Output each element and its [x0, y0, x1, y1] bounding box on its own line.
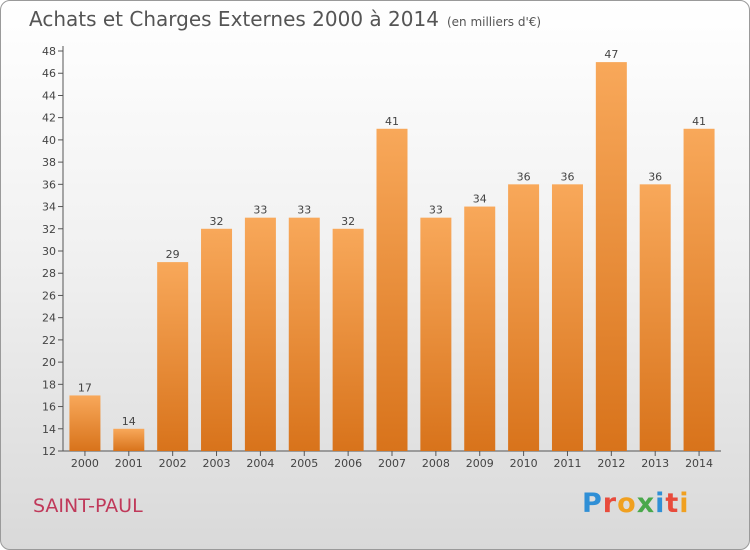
bar-value-label: 41: [385, 115, 399, 128]
bar-value-label: 29: [166, 248, 180, 261]
y-tick-label: 38: [42, 156, 56, 169]
y-tick-label: 22: [42, 334, 56, 347]
bar: [683, 128, 715, 451]
y-tick-label: 32: [42, 223, 56, 236]
bar-value-label: 36: [560, 170, 574, 183]
x-tick-label: 2014: [685, 457, 713, 470]
bar-value-label: 33: [297, 204, 311, 217]
bar-value-label: 36: [517, 170, 531, 183]
bar-value-label: 32: [341, 215, 355, 228]
bar: [201, 228, 233, 451]
bar: [157, 262, 189, 451]
location-label: SAINT-PAUL: [33, 495, 143, 517]
y-tick-label: 18: [42, 378, 56, 391]
y-tick-label: 42: [42, 112, 56, 125]
bar: [244, 217, 276, 451]
bars: [69, 62, 715, 452]
y-tick-label: 28: [42, 267, 56, 280]
chart-title: Achats et Charges Externes 2000 à 2014 (e…: [29, 7, 541, 31]
x-tick-label: 2006: [334, 457, 362, 470]
y-tick-label: 36: [42, 178, 56, 191]
y-tick-label: 24: [42, 312, 56, 325]
bar-value-label: 33: [429, 204, 443, 217]
bar-value-label: 36: [648, 170, 662, 183]
x-tick-label: 2011: [553, 457, 581, 470]
x-tick-label: 2004: [246, 457, 274, 470]
bar: [113, 428, 145, 451]
y-tick-label: 14: [42, 423, 56, 436]
x-tick-label: 2010: [510, 457, 538, 470]
x-tick-label: 2012: [597, 457, 625, 470]
bar-value-label: 34: [473, 193, 487, 206]
y-tick-label: 20: [42, 356, 56, 369]
bar-value-label: 47: [604, 48, 618, 61]
x-tick-label: 2007: [378, 457, 406, 470]
x-tick-label: 2005: [290, 457, 318, 470]
bar: [69, 395, 101, 451]
x-tick-label: 2000: [71, 457, 99, 470]
x-tick-label: 2013: [641, 457, 669, 470]
axes: 12 14 16 18 20 22 24 26 28 30 32 34 36 38 40 42 44 46 48 20…: [42, 45, 721, 470]
data-labels: 17 14 29 32 33 33 32 41 33 34 36 36 47 36 41: [78, 48, 706, 428]
chart-unit: (en milliers d'€): [446, 15, 542, 29]
bar: [595, 62, 627, 451]
x-tick-label: 2002: [159, 457, 187, 470]
bar-value-label: 14: [122, 415, 136, 428]
y-tick-label: 12: [42, 445, 56, 458]
y-tick-label: 40: [42, 134, 56, 147]
bar: [376, 128, 408, 451]
x-tick-label: 2001: [115, 457, 143, 470]
x-tick-label: 2003: [203, 457, 231, 470]
y-tick-label: 48: [42, 45, 56, 58]
bar-value-label: 41: [692, 115, 706, 128]
bar: [464, 206, 496, 451]
chart-title-text: Achats et Charges Externes 2000 à 2014: [29, 7, 439, 31]
bar: [551, 184, 583, 452]
bar-value-label: 17: [78, 381, 92, 394]
x-tick-label: 2009: [466, 457, 494, 470]
bar: [508, 184, 540, 452]
x-tick-label: 2008: [422, 457, 450, 470]
y-tick-label: 46: [42, 67, 56, 80]
bar-value-label: 33: [253, 204, 267, 217]
y-tick-label: 16: [42, 401, 56, 414]
bar: [288, 217, 320, 451]
proxiti-logo: Proxiti: [582, 488, 690, 519]
bar-value-label: 32: [210, 215, 224, 228]
y-tick-label: 26: [42, 289, 56, 302]
bar: [639, 184, 671, 452]
bar: [332, 228, 364, 451]
y-tick-label: 34: [42, 201, 56, 214]
y-tick-label: 30: [42, 245, 56, 258]
y-tick-label: 44: [42, 89, 56, 102]
bar: [420, 217, 452, 451]
